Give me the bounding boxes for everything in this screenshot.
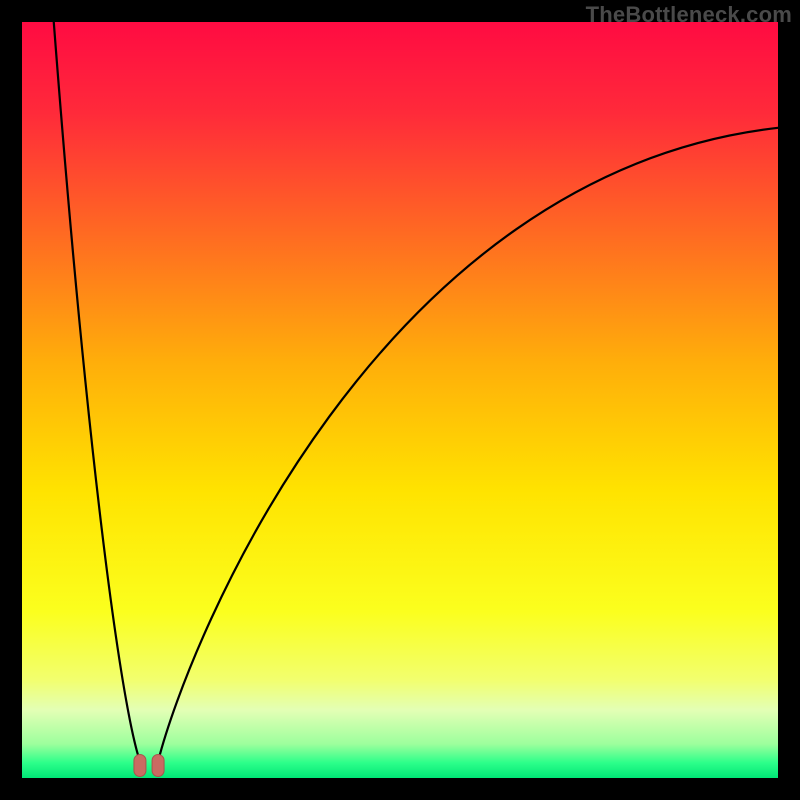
dip-marker-1 [134,754,146,776]
bottleneck-chart: TheBottleneck.com [0,0,800,800]
dip-marker-2 [152,754,164,776]
plot-background [22,22,778,778]
watermark-text: TheBottleneck.com [586,2,792,28]
chart-svg [0,0,800,800]
